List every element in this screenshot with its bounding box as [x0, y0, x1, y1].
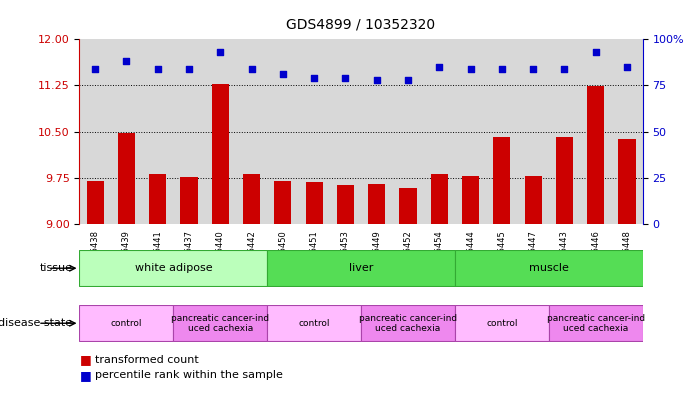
Bar — [236, 39, 267, 224]
Text: control: control — [486, 319, 518, 328]
Bar — [79, 305, 173, 341]
Bar — [455, 39, 486, 224]
Point — [152, 66, 163, 72]
Bar — [267, 250, 455, 286]
Point — [465, 66, 476, 72]
Bar — [549, 305, 643, 341]
Bar — [267, 305, 361, 341]
Bar — [549, 39, 580, 224]
Text: white adipose: white adipose — [135, 263, 212, 273]
Text: muscle: muscle — [529, 263, 569, 273]
Bar — [205, 39, 236, 224]
Bar — [299, 39, 330, 224]
Bar — [274, 181, 292, 224]
Bar — [79, 39, 111, 224]
Bar — [455, 250, 643, 286]
Text: liver: liver — [349, 263, 373, 273]
Point — [621, 64, 632, 70]
Bar — [430, 174, 448, 224]
Bar — [618, 139, 636, 224]
Point — [277, 71, 288, 77]
Text: pancreatic cancer-ind
uced cachexia: pancreatic cancer-ind uced cachexia — [359, 314, 457, 333]
Text: disease state: disease state — [0, 318, 73, 328]
Text: control: control — [299, 319, 330, 328]
Bar — [243, 174, 260, 224]
Text: pancreatic cancer-ind
uced cachexia: pancreatic cancer-ind uced cachexia — [547, 314, 645, 333]
Bar — [587, 86, 605, 224]
Bar — [111, 39, 142, 224]
Bar — [117, 133, 135, 224]
Bar — [486, 39, 518, 224]
Point — [496, 66, 507, 72]
Bar — [361, 39, 392, 224]
Text: pancreatic cancer-ind
uced cachexia: pancreatic cancer-ind uced cachexia — [171, 314, 269, 333]
Bar — [493, 137, 511, 224]
Bar — [79, 250, 267, 286]
Point — [121, 58, 132, 64]
Point — [371, 77, 382, 83]
Bar — [368, 184, 386, 224]
Bar — [399, 188, 417, 224]
Text: control: control — [111, 319, 142, 328]
Bar — [337, 185, 354, 224]
Point — [215, 49, 226, 55]
Bar — [462, 176, 479, 224]
Text: transformed count: transformed count — [95, 354, 198, 365]
Bar — [424, 39, 455, 224]
Point — [528, 66, 539, 72]
Text: GDS4899 / 10352320: GDS4899 / 10352320 — [287, 18, 435, 32]
Point — [183, 66, 194, 72]
Text: tissue: tissue — [39, 263, 73, 273]
Text: ■: ■ — [79, 369, 91, 382]
Bar — [180, 177, 198, 224]
Bar — [142, 39, 173, 224]
Bar — [305, 182, 323, 224]
Bar — [518, 39, 549, 224]
Point — [434, 64, 445, 70]
Point — [90, 66, 101, 72]
Point — [559, 66, 570, 72]
Bar — [330, 39, 361, 224]
Bar — [455, 305, 549, 341]
Point — [340, 75, 351, 81]
Bar — [173, 39, 205, 224]
Bar — [580, 39, 612, 224]
Bar — [149, 174, 167, 224]
Bar — [556, 137, 573, 224]
Bar — [173, 305, 267, 341]
Point — [309, 75, 320, 81]
Bar — [267, 39, 299, 224]
Bar — [361, 305, 455, 341]
Text: percentile rank within the sample: percentile rank within the sample — [95, 370, 283, 380]
Bar — [211, 84, 229, 224]
Text: ■: ■ — [79, 353, 91, 366]
Bar — [524, 176, 542, 224]
Bar — [392, 39, 424, 224]
Point — [402, 77, 413, 83]
Point — [246, 66, 257, 72]
Bar — [86, 181, 104, 224]
Bar — [612, 39, 643, 224]
Point — [590, 49, 601, 55]
